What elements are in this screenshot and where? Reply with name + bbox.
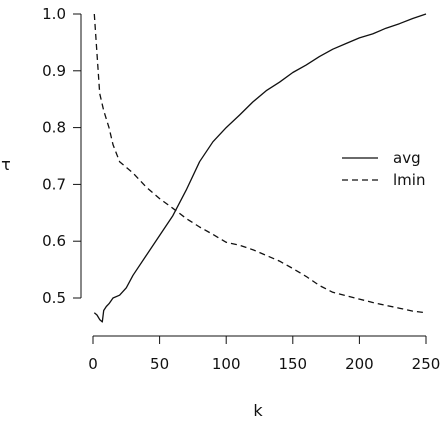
x-tick-label: 100: [212, 355, 241, 373]
y-tick-label: 0.9: [42, 62, 66, 80]
x-axis-title: k: [253, 401, 263, 420]
x-tick-label: 50: [150, 355, 169, 373]
y-axis-title: τ: [1, 155, 11, 174]
y-tick-label: 1.0: [42, 5, 66, 23]
y-tick-label: 0.8: [42, 119, 66, 137]
y-tick-label: 0.5: [42, 289, 66, 307]
series-line-lmin: [93, 13, 427, 314]
legend-label-avg: avg: [393, 149, 421, 167]
x-tick-label: 200: [345, 355, 374, 373]
series-line-avg: [93, 13, 427, 323]
y-tick-label: 0.7: [42, 175, 66, 193]
x-tick-label: 250: [412, 355, 440, 373]
legend: avg lmin: [342, 149, 425, 189]
x-tick-label: 150: [278, 355, 307, 373]
y-tick-label: 0.6: [42, 232, 66, 250]
x-tick-label: 0: [88, 355, 98, 373]
legend-label-lmin: lmin: [393, 171, 425, 189]
series-layer: [93, 13, 427, 323]
axes: 0.5 0.6 0.7 0.8 0.9 1.0 0 50 100 150 200 250: [42, 5, 440, 373]
